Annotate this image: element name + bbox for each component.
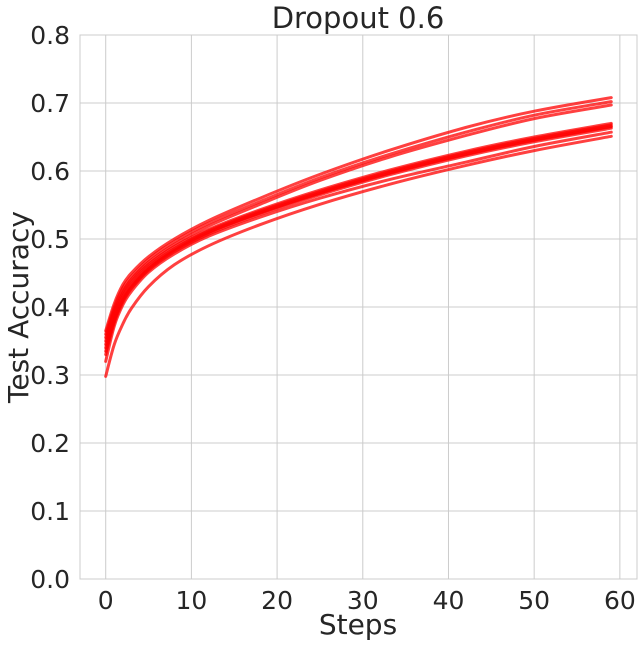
y-tick-label: 0.5 <box>30 225 70 254</box>
chart-title: Dropout 0.6 <box>272 1 445 35</box>
y-tick-label: 0.4 <box>30 293 70 322</box>
y-tick-labels: 0.0 0.1 0.2 0.3 0.4 0.5 0.6 0.7 0.8 <box>30 21 70 594</box>
y-tick-label: 0.7 <box>30 89 70 118</box>
y-tick-label: 0.6 <box>30 157 70 186</box>
series-line-9 <box>104 130 613 363</box>
y-tick-label: 0.2 <box>30 429 70 458</box>
x-tick-labels: 0 10 20 30 40 50 60 <box>98 586 636 615</box>
plot-frame <box>79 34 638 580</box>
series-line-10 <box>104 134 613 378</box>
series-line-2 <box>104 100 613 336</box>
x-axis-label: Steps <box>319 608 397 641</box>
x-tick-label: 20 <box>261 586 293 615</box>
y-axis-label: Test Accuracy <box>2 211 35 404</box>
y-tick-label: 0.3 <box>30 361 70 390</box>
x-tick-label: 50 <box>518 586 550 615</box>
y-tick-label: 0.8 <box>30 21 70 50</box>
x-tick-label: 30 <box>347 586 379 615</box>
x-tick-label: 0 <box>98 586 114 615</box>
x-tick-label: 40 <box>433 586 465 615</box>
y-tick-label: 0.0 <box>30 565 70 594</box>
series-group <box>104 96 613 378</box>
x-tick-label: 10 <box>175 586 207 615</box>
y-tick-label: 0.1 <box>30 497 70 526</box>
series-line-1 <box>104 96 613 333</box>
x-tick-label: 60 <box>604 586 636 615</box>
